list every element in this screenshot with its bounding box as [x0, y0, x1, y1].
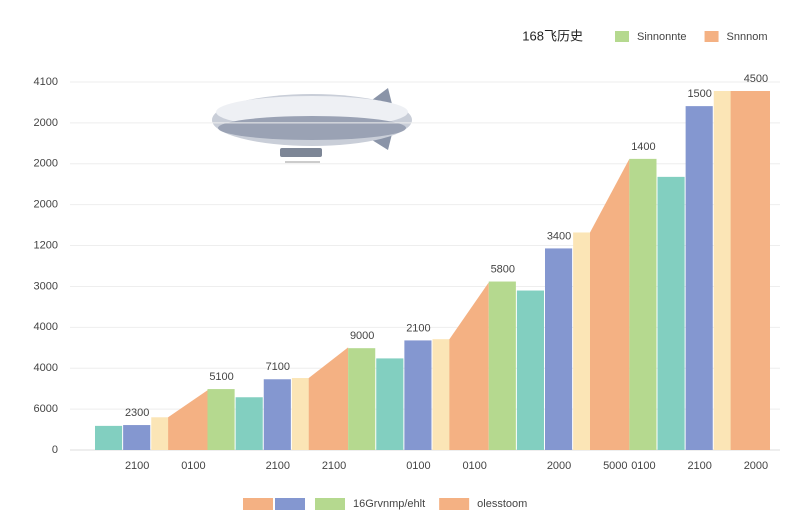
value-label: 5100 — [209, 371, 233, 383]
value-label: 2300 — [125, 407, 149, 419]
value-label: 1400 — [631, 141, 655, 153]
value-label: 5800 — [491, 263, 515, 275]
value-label: 3400 — [547, 230, 571, 242]
bar — [730, 90, 770, 451]
bar — [590, 158, 630, 451]
bar — [348, 348, 376, 450]
y-tick-label: 3000 — [34, 280, 58, 292]
bar — [449, 282, 489, 450]
x-tick-label: 0100 — [462, 460, 486, 472]
y-tick-label: 4000 — [34, 321, 58, 333]
legend-swatch — [439, 498, 470, 510]
x-tick-label: 5000 — [603, 460, 627, 472]
bar — [207, 389, 235, 450]
legend-swatch — [704, 31, 719, 42]
x-tick-label: 2100 — [125, 460, 149, 472]
x-tick-label: 2100 — [687, 460, 711, 472]
x-tick-label: 0100 — [181, 460, 205, 472]
y-tick-label: 2000 — [34, 199, 58, 211]
chart-title: 168飞历史 — [522, 28, 583, 43]
x-tick-label: 0100 — [631, 460, 655, 472]
bar — [657, 176, 685, 450]
bar — [516, 290, 544, 450]
bar — [376, 358, 404, 450]
y-tick-label: 1200 — [34, 239, 58, 251]
bar — [404, 340, 432, 450]
x-tick-label: 0100 — [406, 460, 430, 472]
bar — [545, 248, 573, 450]
bar — [235, 397, 263, 450]
legend-label: 16Grvnmp/ehlt — [353, 498, 425, 510]
y-tick-label: 2000 — [34, 158, 58, 170]
bar — [168, 390, 208, 450]
x-tick-label: 2100 — [322, 460, 346, 472]
bar — [95, 425, 123, 450]
legend-swatch — [315, 498, 345, 510]
y-tick-label: 2000 — [34, 117, 58, 129]
y-tick-label: 4000 — [34, 362, 58, 374]
bar — [308, 347, 349, 450]
airship — [212, 88, 412, 163]
legend-swatch — [243, 498, 273, 510]
value-label: 9000 — [350, 330, 374, 342]
value-label: 1500 — [687, 88, 711, 100]
bar — [263, 379, 291, 450]
bar — [123, 425, 151, 450]
bar — [629, 158, 657, 451]
legend-label: olesstoom — [477, 498, 527, 510]
x-tick-label: 2000 — [744, 460, 768, 472]
bar — [685, 106, 713, 450]
legend-label: Snnnom — [727, 31, 768, 43]
legend-label: Sinnonnte — [637, 31, 687, 43]
legend-swatch — [275, 498, 305, 510]
value-label: 2100 — [406, 322, 430, 334]
y-tick-label: 0 — [52, 444, 58, 456]
y-tick-label: 4100 — [34, 76, 58, 88]
x-tick-label: 2000 — [547, 460, 571, 472]
y-tick-label: 6000 — [34, 403, 58, 415]
value-label: 7100 — [266, 361, 290, 373]
legend-swatch — [615, 31, 629, 42]
value-label: 4500 — [744, 73, 768, 85]
bar — [488, 281, 516, 450]
x-tick-label: 2100 — [266, 460, 290, 472]
